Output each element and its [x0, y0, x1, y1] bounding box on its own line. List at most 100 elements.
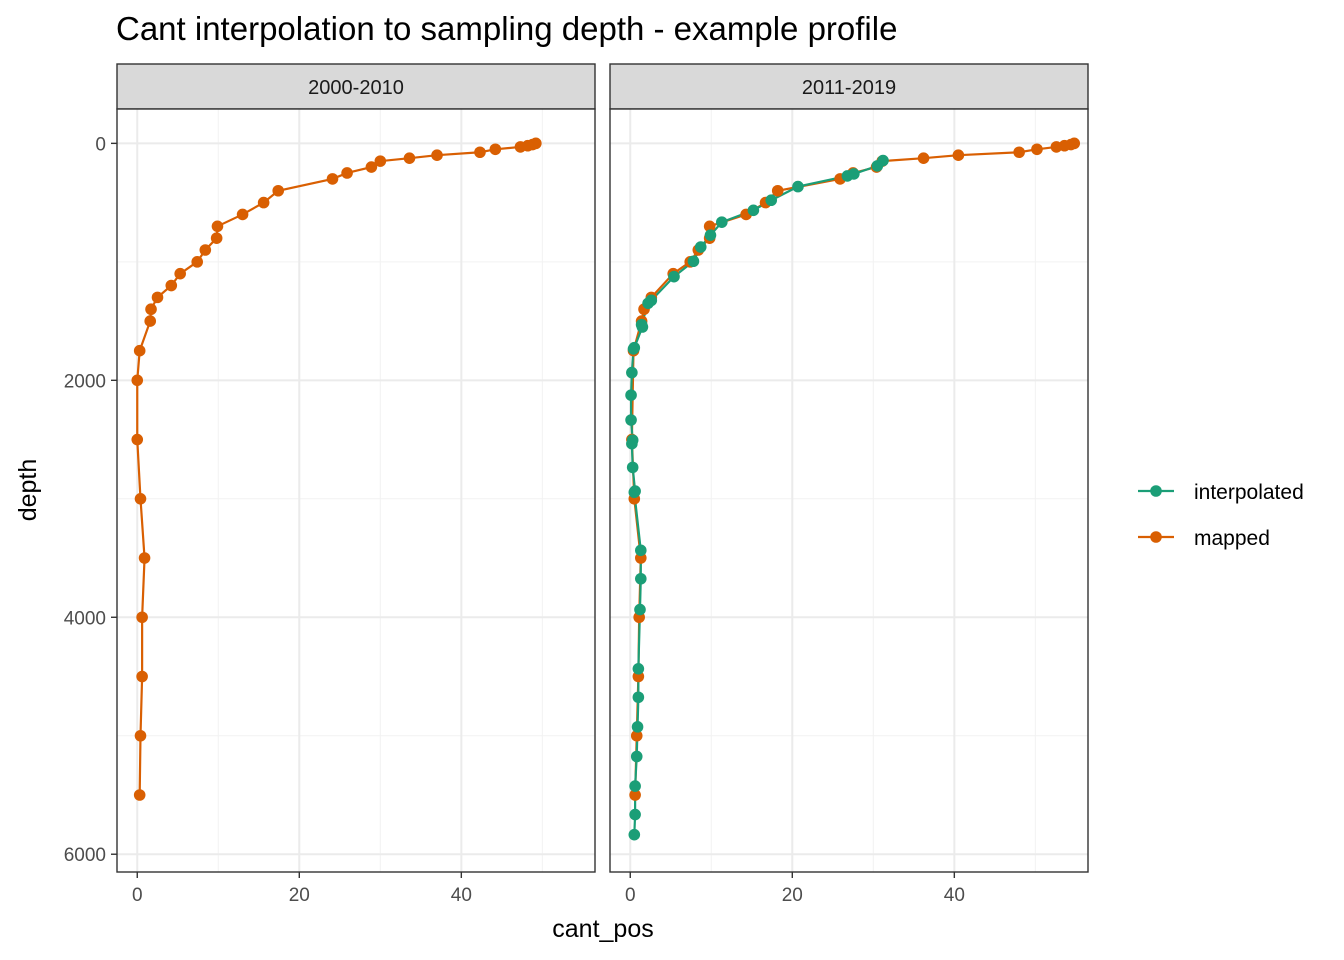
data-point-interpolated	[634, 603, 646, 616]
x-tick-label: 20	[782, 885, 803, 906]
data-point-interpolated	[765, 194, 778, 207]
data-point-interpolated	[792, 180, 804, 193]
data-point-mapped	[199, 244, 212, 256]
data-point-mapped	[272, 184, 285, 197]
x-tick-label: 40	[944, 885, 965, 906]
data-point-mapped	[630, 729, 643, 742]
data-point-mapped	[257, 196, 270, 209]
data-point-mapped	[210, 232, 223, 244]
data-point-mapped	[131, 433, 144, 446]
data-point-mapped	[211, 220, 224, 233]
data-point-interpolated	[626, 437, 638, 450]
data-point-mapped	[703, 220, 716, 233]
data-point-mapped	[138, 552, 151, 564]
data-point-mapped	[489, 143, 502, 156]
data-point-mapped	[145, 303, 157, 316]
y-tick-label: 6000	[64, 845, 106, 866]
data-point-mapped	[174, 267, 186, 280]
data-point-interpolated	[636, 321, 649, 333]
data-point-interpolated	[626, 461, 639, 474]
data-point-mapped	[134, 492, 147, 505]
legend: interpolated mapped	[1138, 481, 1304, 550]
data-point-interpolated	[694, 241, 707, 253]
data-point-interpolated	[841, 170, 854, 182]
data-point-mapped	[431, 149, 443, 162]
data-point-interpolated	[747, 204, 760, 217]
x-axis-title: cant_pos	[552, 915, 653, 943]
data-point-interpolated	[630, 750, 643, 763]
y-axis-title: depth	[14, 459, 42, 522]
data-point-mapped	[952, 149, 965, 162]
data-point-mapped	[133, 789, 146, 801]
data-point-mapped	[1050, 141, 1063, 153]
y-tick-label: 4000	[64, 608, 106, 629]
data-point-mapped	[474, 146, 486, 159]
data-point-mapped	[136, 670, 148, 683]
data-point-mapped	[629, 789, 641, 801]
panel-border	[609, 108, 1089, 873]
data-point-mapped	[374, 155, 387, 167]
panel-2011-2019: 2011-2019 0 20 40	[609, 63, 1089, 906]
data-point-interpolated	[625, 389, 637, 401]
data-point-mapped	[144, 315, 157, 327]
data-point-interpolated	[628, 486, 641, 499]
data-point-interpolated	[628, 828, 641, 841]
x-tick-label: 0	[625, 885, 636, 906]
data-point-interpolated	[704, 229, 717, 241]
data-point-interpolated	[668, 270, 680, 283]
legend-item-interpolated: interpolated	[1138, 481, 1304, 504]
facet-strip	[116, 63, 596, 110]
data-point-mapped	[134, 729, 147, 742]
panel-background	[117, 109, 595, 872]
data-point-mapped	[365, 161, 378, 173]
data-point-mapped	[151, 291, 164, 304]
data-point-interpolated	[632, 663, 645, 675]
data-point-interpolated	[629, 780, 641, 792]
data-point-interpolated	[632, 691, 645, 704]
legend-item-mapped: mapped	[1138, 527, 1270, 550]
data-point-mapped	[771, 184, 784, 197]
data-point-mapped	[236, 208, 249, 221]
data-point-mapped	[326, 173, 339, 185]
legend-label: interpolated	[1194, 481, 1304, 504]
chart-title: Cant interpolation to sampling depth - e…	[116, 10, 897, 47]
x-tick-label: 20	[289, 885, 310, 906]
legend-key-point	[1150, 531, 1162, 543]
data-point-interpolated	[716, 216, 728, 228]
data-point-mapped	[133, 344, 146, 357]
y-tick-label: 0	[95, 134, 106, 155]
data-point-mapped	[341, 167, 353, 179]
facet-strip	[609, 63, 1089, 110]
facet-strip-label: 2000-2010	[308, 77, 404, 99]
data-point-interpolated	[629, 808, 641, 821]
data-point-interpolated	[631, 721, 644, 733]
data-point-interpolated	[687, 255, 700, 268]
data-point-mapped	[403, 152, 416, 164]
facet-panels: 2000-2010 0 20 40 2011-2019 0 20 40	[116, 63, 1089, 906]
data-point-interpolated	[625, 414, 637, 426]
data-point-mapped	[514, 141, 527, 153]
panel-2000-2010: 2000-2010 0 20 40	[116, 63, 596, 906]
data-point-interpolated	[626, 366, 638, 379]
facet-strip-label: 2011-2019	[802, 77, 896, 99]
y-tick-label: 2000	[64, 371, 106, 392]
data-point-mapped	[1031, 143, 1043, 156]
data-point-interpolated	[634, 572, 647, 585]
x-tick-label: 40	[451, 885, 472, 906]
y-axis: 0 2000 4000 6000	[64, 134, 117, 866]
data-point-interpolated	[634, 544, 647, 557]
data-point-mapped	[917, 152, 930, 164]
data-point-mapped	[136, 611, 148, 624]
data-point-mapped	[1013, 146, 1025, 159]
legend-key-point	[1150, 485, 1162, 497]
legend-label: mapped	[1194, 527, 1270, 550]
panel-border	[116, 108, 596, 873]
data-point-mapped	[191, 256, 204, 268]
data-point-mapped	[131, 374, 144, 387]
data-point-interpolated	[642, 297, 654, 310]
data-point-mapped	[165, 279, 178, 292]
panel-background	[610, 109, 1088, 872]
data-point-interpolated	[627, 343, 640, 355]
data-point-interpolated	[871, 160, 884, 172]
